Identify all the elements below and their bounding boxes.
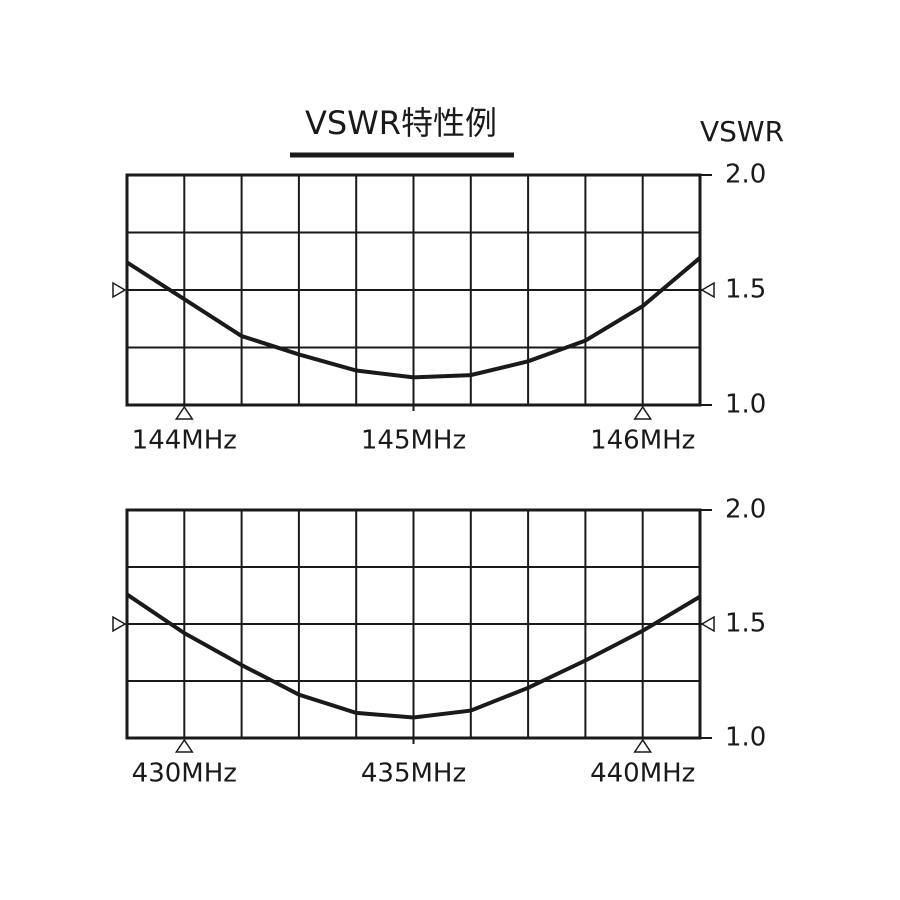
x-tick-label: 144MHz	[132, 426, 237, 456]
y-tick-label: 2.0	[725, 160, 766, 190]
marker-right	[700, 281, 715, 299]
marker-left	[112, 615, 127, 633]
vswr-curve	[125, 256, 702, 380]
title: VSWR特性例	[305, 104, 497, 142]
x-tick-marker	[174, 738, 194, 753]
x-tick-label: 440MHz	[590, 759, 695, 789]
y-tick-label: 1.5	[725, 275, 766, 305]
vswr-curve	[125, 592, 702, 720]
x-tick-label: 435MHz	[361, 759, 466, 789]
y-tick-label: 2.0	[725, 495, 766, 525]
y-tick-label: 1.5	[725, 609, 766, 639]
x-tick-marker	[633, 405, 653, 420]
y-axis-label: VSWR	[700, 115, 784, 148]
x-tick-label: 145MHz	[361, 426, 466, 456]
y-tick-label: 1.0	[725, 723, 766, 753]
y-tick-label: 1.0	[725, 390, 766, 420]
x-tick-label: 146MHz	[590, 426, 695, 456]
x-tick-marker	[633, 738, 653, 753]
x-tick-marker	[174, 405, 194, 420]
marker-right	[700, 615, 715, 633]
marker-left	[112, 281, 127, 299]
x-tick-label: 430MHz	[132, 759, 237, 789]
